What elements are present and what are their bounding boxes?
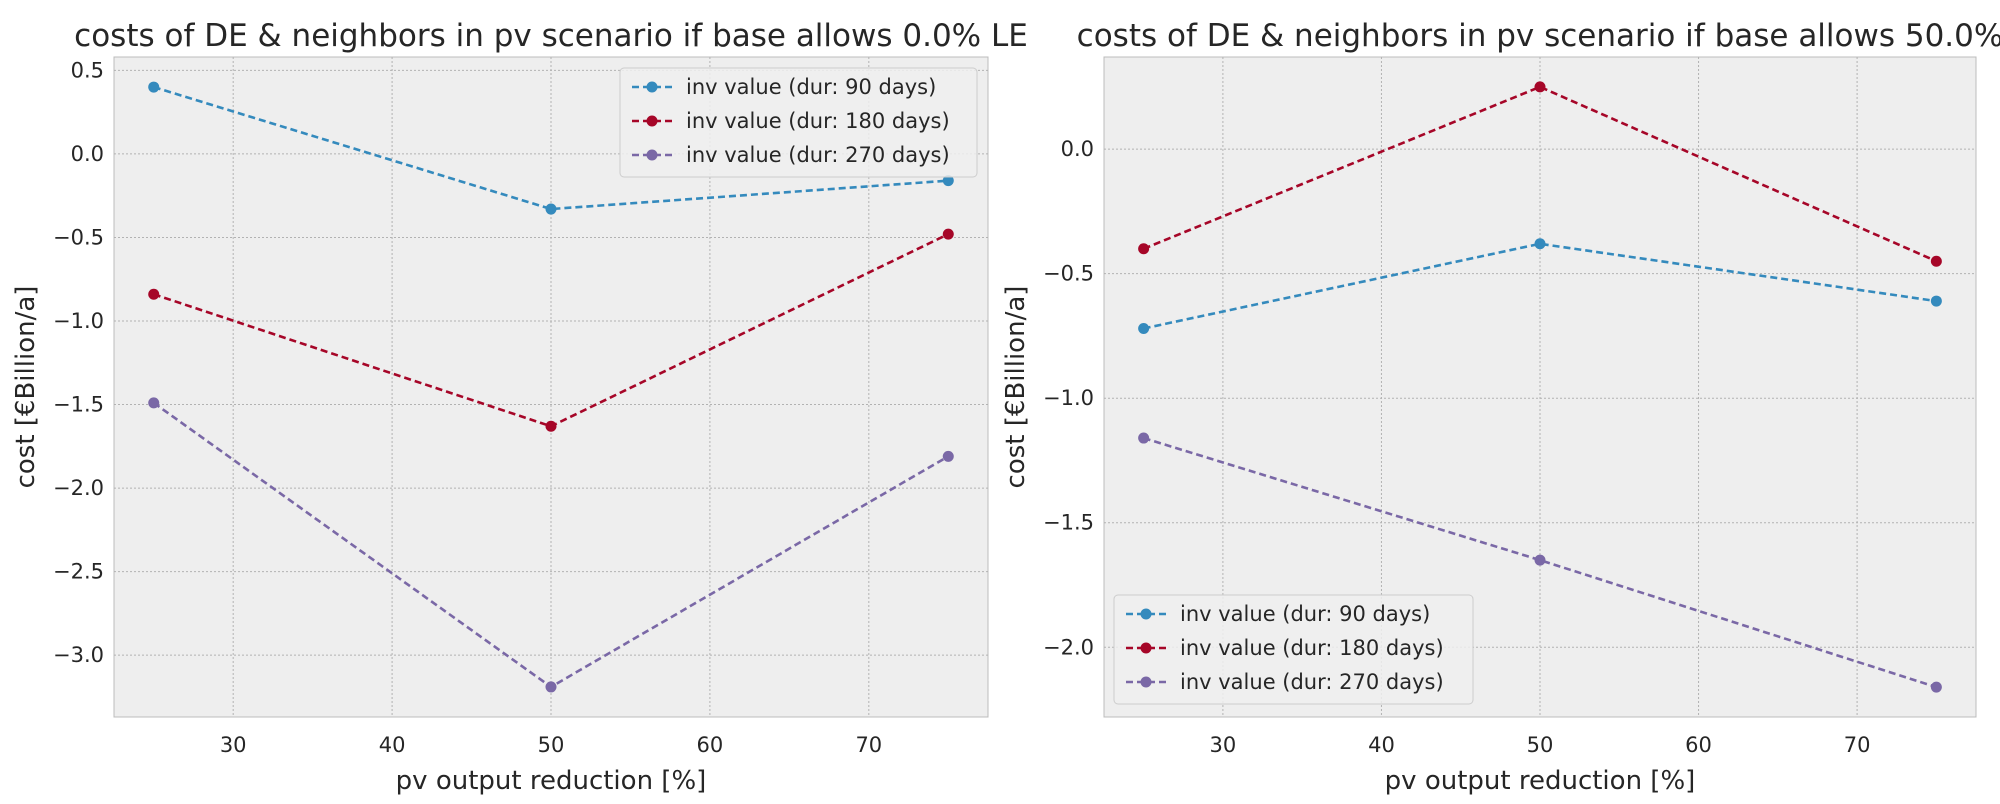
series-line-2 <box>1143 85 1937 263</box>
chart-title: costs of DE & neighbors in pv scenario i… <box>1077 18 2000 54</box>
data-point <box>1930 255 1942 267</box>
data-point <box>148 288 160 300</box>
legend-marker <box>1140 608 1152 620</box>
x-tick-label: 40 <box>1368 733 1395 757</box>
legend-label: inv value (dur: 270 days) <box>686 143 950 167</box>
data-point <box>1930 681 1942 693</box>
y-axis-label: cost [€Billion/a] <box>11 286 41 489</box>
legend-label: inv value (dur: 180 days) <box>686 109 950 133</box>
series-line-1 <box>1143 242 1937 330</box>
x-tick-label: 30 <box>1210 733 1237 757</box>
data-point <box>545 420 557 432</box>
y-tick-label: −1.0 <box>53 309 104 333</box>
x-tick-label: 60 <box>697 733 724 757</box>
data-point <box>545 203 557 215</box>
x-axis-label: pv output reduction [%] <box>1385 766 1696 796</box>
chart-panel-2: 30 40 50 60 70 0.0 −0.5 −1.0 −1.5 −2.0 costs of DE… <box>1001 18 2000 796</box>
data-point <box>1930 295 1942 307</box>
legend-marker <box>1140 676 1152 688</box>
data-point <box>942 175 954 187</box>
x-tick-label: 60 <box>1685 733 1712 757</box>
data-point <box>1534 554 1546 566</box>
data-point <box>1138 432 1150 444</box>
y-tick-label: −2.0 <box>53 476 104 500</box>
y-tick-label: −0.5 <box>1043 262 1094 286</box>
legend: inv value (dur: 90 days) inv value (dur: … <box>619 67 978 178</box>
y-tick-label: 0.0 <box>1061 137 1094 161</box>
y-tick-label: −2.5 <box>53 560 104 584</box>
data-point <box>942 450 954 462</box>
y-tick-label: −2.0 <box>1043 635 1094 659</box>
y-tick-label: −1.5 <box>1043 511 1094 535</box>
x-axis-label: pv output reduction [%] <box>396 766 707 796</box>
legend-box <box>619 67 978 178</box>
legend: inv value (dur: 90 days) inv value (dur: … <box>1113 594 1474 705</box>
legend-label: inv value (dur: 270 days) <box>1180 670 1444 694</box>
x-tick-label: 70 <box>1844 733 1871 757</box>
legend-marker <box>646 149 658 161</box>
y-tick-label: −1.5 <box>53 393 104 417</box>
legend-label: inv value (dur: 90 days) <box>1180 602 1430 626</box>
data-point <box>1534 238 1546 250</box>
series-line-1 <box>153 85 949 211</box>
data-point <box>545 681 557 693</box>
data-point <box>148 397 160 409</box>
chart-panel-1: 30 40 50 60 70 0.5 0.0 −0.5 −1.0 −1.5 −2.0 −2.5 −3.0… <box>11 18 1028 796</box>
y-axis-label: cost [€Billion/a] <box>1001 286 1031 489</box>
x-tick-label: 40 <box>379 733 406 757</box>
y-tick-label: 0.5 <box>71 58 104 82</box>
chart-title: costs of DE & neighbors in pv scenario i… <box>74 18 1028 54</box>
y-tick-label: −0.5 <box>53 225 104 249</box>
x-tick-label: 50 <box>1527 733 1554 757</box>
y-tick-label: 0.0 <box>71 142 104 166</box>
legend-box <box>1113 594 1474 705</box>
legend-label: inv value (dur: 180 days) <box>1180 636 1444 660</box>
series-line-3 <box>1143 436 1937 689</box>
x-tick-label: 70 <box>855 733 882 757</box>
y-tick-label: −1.0 <box>1043 386 1094 410</box>
data-point <box>942 228 954 240</box>
x-tick-label: 50 <box>538 733 565 757</box>
legend-label: inv value (dur: 90 days) <box>686 75 936 99</box>
y-tick-label: −3.0 <box>53 643 104 667</box>
legend-marker <box>646 115 658 127</box>
data-point <box>1534 81 1546 93</box>
data-point <box>1138 243 1150 255</box>
x-tick-label: 30 <box>220 733 247 757</box>
legend-marker <box>646 81 658 93</box>
data-point <box>148 81 160 93</box>
legend-marker <box>1140 642 1152 654</box>
data-point <box>1138 322 1150 334</box>
